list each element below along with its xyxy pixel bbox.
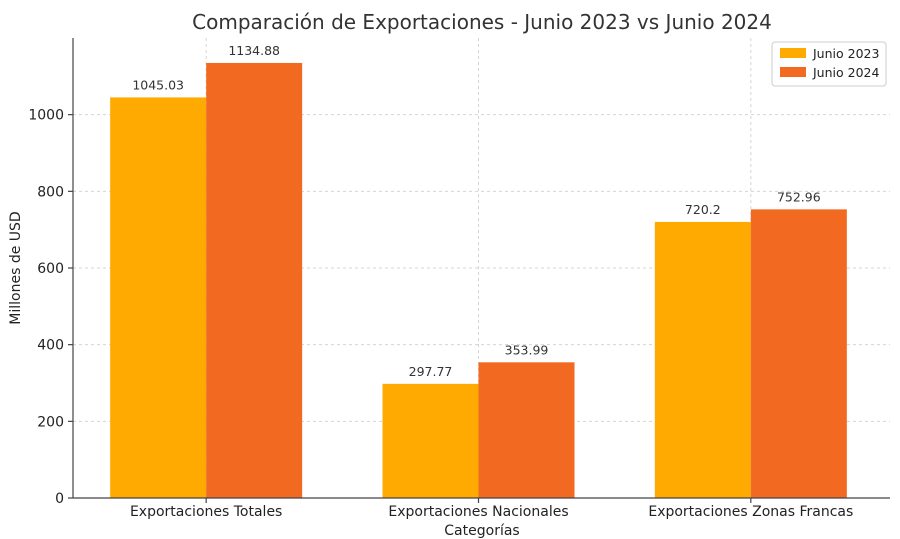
legend-swatch bbox=[780, 48, 806, 58]
y-tick-label: 800 bbox=[37, 184, 64, 200]
bars bbox=[110, 62, 847, 499]
axes bbox=[68, 38, 890, 503]
data-labels: 1045.03 297.77 720.2 1134.88 353.99 752.96 bbox=[132, 43, 820, 379]
legend-swatch bbox=[780, 67, 806, 77]
data-label: 1134.88 bbox=[228, 43, 280, 58]
bar bbox=[750, 209, 847, 498]
x-axis-label: Categorías bbox=[444, 523, 519, 539]
data-label: 752.96 bbox=[777, 189, 821, 204]
data-label: 1045.03 bbox=[132, 77, 184, 92]
legend-entry: Junio 2024 bbox=[812, 65, 879, 80]
x-tick-label: Exportaciones Totales bbox=[130, 504, 282, 520]
x-tick-label: Exportaciones Nacionales bbox=[388, 504, 568, 520]
chart-title: Comparación de Exportaciones - Junio 202… bbox=[192, 10, 772, 34]
data-label: 720.2 bbox=[685, 202, 721, 217]
y-tick-label: 400 bbox=[37, 338, 64, 354]
data-label: 353.99 bbox=[505, 342, 549, 357]
bar bbox=[478, 362, 575, 498]
y-axis-label: Millones de USD bbox=[8, 211, 24, 324]
bar bbox=[206, 62, 303, 498]
y-tick-label: 1000 bbox=[28, 108, 64, 124]
bar bbox=[382, 383, 479, 498]
legend: Junio 2023 Junio 2024 bbox=[771, 41, 887, 87]
y-tick-label: 0 bbox=[55, 491, 64, 507]
legend-entry: Junio 2023 bbox=[812, 46, 879, 61]
x-tick-label: Exportaciones Zonas Francas bbox=[648, 504, 853, 520]
y-tick-label: 600 bbox=[37, 261, 64, 277]
y-tick-label: 200 bbox=[37, 414, 64, 430]
tick-labels: 0 200 400 600 800 1000 Exportaciones Totales Ex… bbox=[28, 108, 853, 520]
bar bbox=[110, 97, 207, 499]
bar bbox=[654, 221, 751, 498]
data-label: 297.77 bbox=[409, 364, 453, 379]
